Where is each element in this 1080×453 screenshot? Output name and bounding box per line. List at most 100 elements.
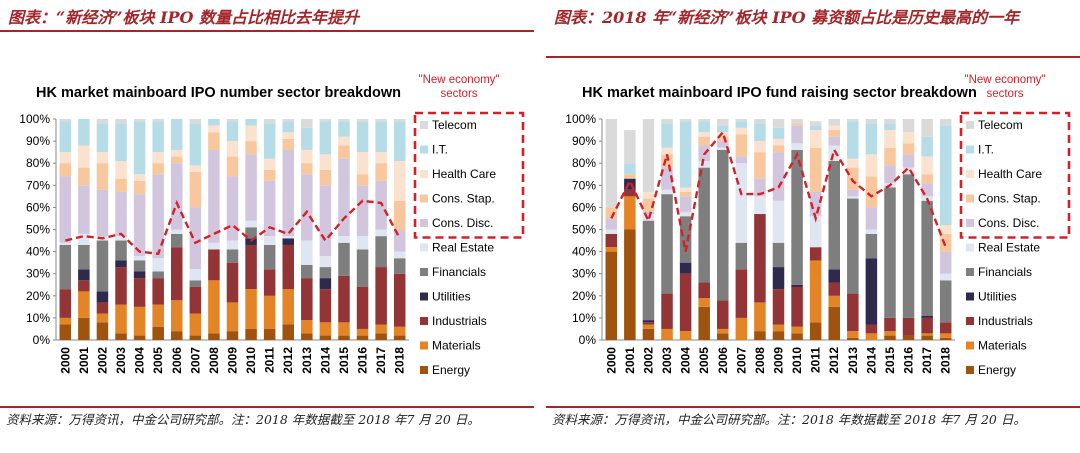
bar-segment-energy — [642, 328, 655, 340]
bar-segment-energy — [189, 335, 202, 340]
x-tick-label: 2008 — [753, 347, 767, 374]
legend-swatch-energy — [420, 366, 428, 374]
chart-title: HK market mainboard IPO fund raising sec… — [582, 85, 977, 101]
bar-segment-cons-stap — [208, 132, 220, 150]
bar-segment-telecom — [301, 119, 313, 128]
bar-segment-energy — [226, 331, 239, 340]
bar-segment-cons-stap — [828, 130, 840, 137]
bar-segment-financials — [698, 167, 710, 283]
legend-swatch-financials — [966, 268, 974, 276]
bar-segment-industrials — [189, 286, 202, 314]
bar-segment-telecom — [338, 119, 350, 122]
bar-segment-industrials — [393, 273, 406, 327]
bar-segment-telecom — [642, 119, 655, 192]
bar-segment-industrials — [884, 317, 896, 332]
bar-segment-real-estate — [133, 256, 146, 261]
bar-segment-real-estate — [772, 200, 785, 243]
bar-segment-materials — [661, 328, 673, 340]
x-tick-label: 2012 — [827, 347, 841, 374]
bar-segment-cons-disc — [115, 191, 127, 237]
x-tick-label: 2003 — [114, 347, 128, 374]
bar-segment-industrials — [624, 189, 636, 197]
bar-segment-real-estate — [338, 236, 350, 243]
bar-segment-materials — [772, 324, 785, 332]
bar-segment-health-care — [809, 130, 822, 148]
bar-segment-i-t — [865, 123, 878, 155]
bar-segment-cons-stap — [152, 163, 164, 175]
bar-segment-energy — [152, 326, 164, 340]
bar-segment-telecom — [679, 119, 692, 122]
bar-segment-health-care — [208, 125, 220, 133]
bar-segment-industrials — [754, 214, 766, 303]
bar-segment-real-estate — [828, 145, 840, 161]
legend-label-real-estate: Real Estate — [432, 241, 494, 255]
x-tick-label: 2008 — [207, 347, 221, 374]
bar-segment-materials — [847, 331, 859, 338]
bar-segment-financials — [884, 187, 896, 318]
bar-segment-cons-disc — [263, 180, 276, 237]
bar-segment-telecom — [605, 119, 618, 208]
bar-segment-energy — [939, 337, 952, 340]
bar-segment-financials — [301, 264, 313, 279]
bar-segment-telecom — [96, 119, 109, 124]
bar-segment-health-care — [171, 149, 183, 157]
bar-segment-cons-stap — [245, 141, 257, 155]
bar-segment-financials — [356, 249, 369, 287]
bar-segment-health-care — [772, 138, 785, 146]
bar-segment-cons-stap — [115, 178, 127, 192]
annotation-text: sectors — [440, 88, 477, 100]
y-tick-label: 10% — [26, 311, 50, 325]
bar-segment-materials — [393, 326, 406, 336]
bar-segment-energy — [605, 251, 618, 340]
bar-segment-real-estate — [698, 160, 710, 168]
bar-segment-industrials — [78, 280, 90, 292]
bar-segment-energy — [393, 335, 406, 340]
bar-segment-energy — [301, 333, 313, 340]
caption-rule — [546, 56, 1080, 58]
y-tick-label: 30% — [26, 267, 50, 281]
legend-label-i-t: I.T. — [432, 143, 448, 157]
x-tick-label: 2013 — [300, 347, 314, 374]
bar-segment-materials — [624, 196, 636, 230]
x-tick-label: 2010 — [790, 347, 804, 374]
annotation-text: "New economy" — [964, 74, 1045, 86]
bar-segment-industrials — [679, 273, 692, 332]
chart-caption: 图表：“新经济”板块 IPO 数量占比相比去年提升 — [8, 8, 360, 27]
bar-segment-industrials — [152, 278, 164, 305]
bar-segment-cons-disc — [301, 174, 313, 241]
x-tick-label: 2000 — [58, 347, 72, 374]
bar-segment-financials — [226, 249, 239, 263]
bar-segment-i-t — [717, 125, 729, 133]
bar-segment-energy — [847, 337, 859, 340]
bar-segment-real-estate — [208, 242, 220, 250]
bar-segment-industrials — [921, 317, 933, 334]
x-tick-label: 2016 — [902, 347, 916, 374]
bar-segment-energy — [356, 335, 369, 340]
bar-segment-energy — [791, 333, 803, 340]
bar-segment-financials — [59, 244, 72, 290]
bar-segment-industrials — [356, 286, 369, 329]
bar-segment-i-t — [847, 121, 859, 159]
bar-segment-energy — [809, 322, 822, 340]
bar-segment-telecom — [263, 119, 276, 124]
bar-segment-financials — [847, 198, 859, 294]
legend-swatch-telecom — [966, 121, 974, 129]
bar-segment-health-care — [356, 152, 369, 175]
bar-segment-cons-disc — [171, 163, 183, 230]
bar-segment-i-t — [772, 127, 785, 139]
legend-swatch-real-estate — [966, 243, 974, 252]
bar-segment-cons-stap — [133, 180, 146, 195]
bar-segment-i-t — [59, 121, 72, 153]
bar-segment-industrials — [301, 278, 313, 321]
bar-segment-real-estate — [375, 229, 387, 237]
bar-segment-cons-disc — [605, 218, 618, 230]
bar-segment-industrials — [226, 262, 239, 303]
bar-segment-energy — [133, 335, 146, 340]
bar-segment-cons-stap — [319, 169, 332, 186]
panel-ipo-fund-raising: 图表：2018 年“新经济”板块 IPO 募资额占比是历史最高的一年 HK ma… — [546, 0, 1080, 453]
bar-segment-real-estate — [754, 196, 766, 215]
bar-segment-industrials — [642, 322, 655, 325]
bar-segment-industrials — [59, 289, 72, 318]
bar-segment-telecom — [809, 121, 822, 126]
bar-segment-financials — [717, 149, 729, 301]
